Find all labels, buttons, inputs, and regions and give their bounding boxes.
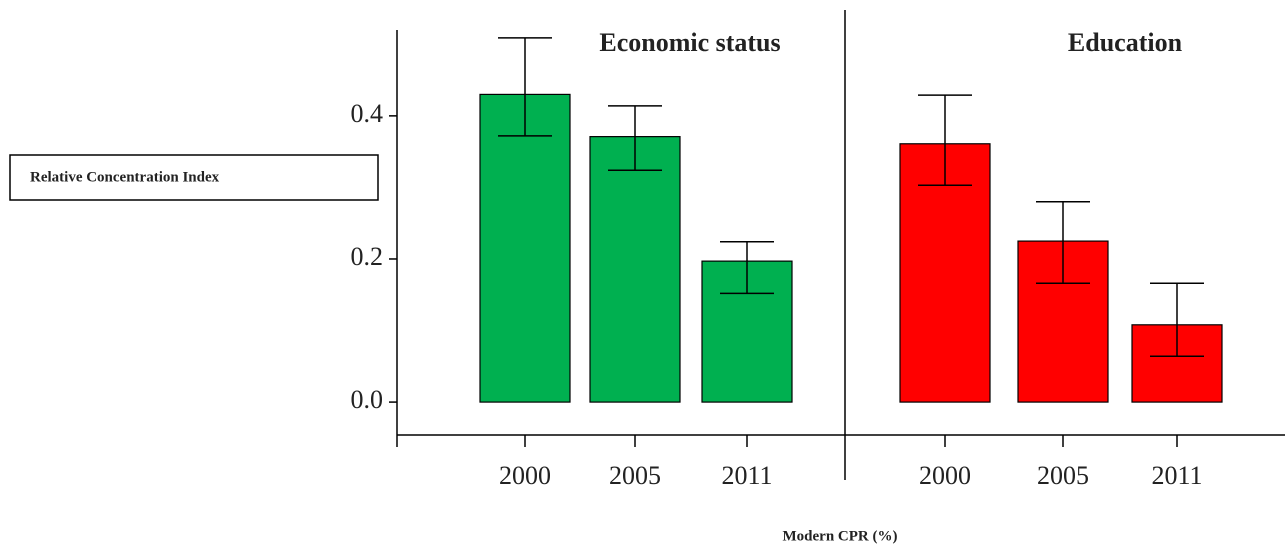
y-label-box <box>9 154 379 201</box>
panel-title: Economic status <box>599 28 780 57</box>
x-tick-label: 2000 <box>499 461 551 490</box>
x-tick-label: 2000 <box>919 461 971 490</box>
y-tick-label: 0.4 <box>351 99 384 128</box>
bar <box>899 143 991 403</box>
bar <box>479 93 571 403</box>
panel-title: Education <box>1068 28 1183 57</box>
bar <box>589 136 681 403</box>
y-tick-label: 0.0 <box>351 385 384 414</box>
x-axis-label: Modern CPR (%) <box>783 528 898 544</box>
y-axis-label: Relative Concentration Index <box>30 169 220 185</box>
y-tick-label: 0.2 <box>351 242 384 271</box>
x-tick-label: 2005 <box>609 461 661 490</box>
x-tick-label: 2011 <box>721 461 772 490</box>
x-tick-label: 2011 <box>1151 461 1202 490</box>
x-tick-label: 2005 <box>1037 461 1089 490</box>
